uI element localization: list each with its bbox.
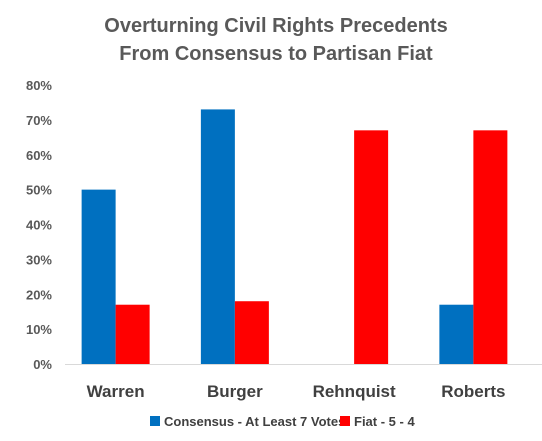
legend-swatch	[150, 416, 160, 426]
legend-label: Fiat - 5 - 4	[354, 414, 415, 429]
chart-title-line-1: Overturning Civil Rights Precedents	[104, 15, 447, 37]
y-axis: 0% 10% 20% 30% 40% 50% 60% 70% 80%	[26, 78, 52, 372]
legend-swatch	[340, 416, 350, 426]
y-tick-label: 80%	[26, 78, 52, 93]
bar-warren-consensus	[81, 189, 116, 364]
bars	[81, 109, 508, 364]
bar-rehnquist-fiat	[354, 130, 389, 364]
y-tick-label: 10%	[26, 322, 52, 337]
x-tick-label: Roberts	[441, 382, 505, 401]
legend-label: Consensus - At Least 7 Votes	[164, 414, 345, 429]
legend: Consensus - At Least 7 Votes Fiat - 5 - 4	[150, 414, 415, 429]
y-tick-label: 20%	[26, 287, 52, 302]
y-tick-label: 50%	[26, 183, 52, 198]
x-tick-label: Burger	[207, 382, 263, 401]
bar-roberts-consensus	[439, 304, 474, 364]
bar-burger-consensus	[200, 109, 235, 364]
x-tick-label: Rehnquist	[313, 382, 396, 401]
y-tick-label: 30%	[26, 252, 52, 267]
chart-title-line-2: From Consensus to Partisan Fiat	[119, 43, 433, 65]
x-axis: Warren Burger Rehnquist Roberts	[65, 364, 542, 401]
y-tick-label: 70%	[26, 113, 52, 128]
bar-warren-fiat	[115, 304, 150, 364]
y-tick-label: 60%	[26, 148, 52, 163]
y-tick-label: 0%	[33, 357, 52, 372]
bar-burger-fiat	[234, 301, 269, 364]
y-tick-label: 40%	[26, 218, 52, 233]
x-tick-label: Warren	[87, 382, 145, 401]
bar-roberts-fiat	[473, 130, 508, 364]
